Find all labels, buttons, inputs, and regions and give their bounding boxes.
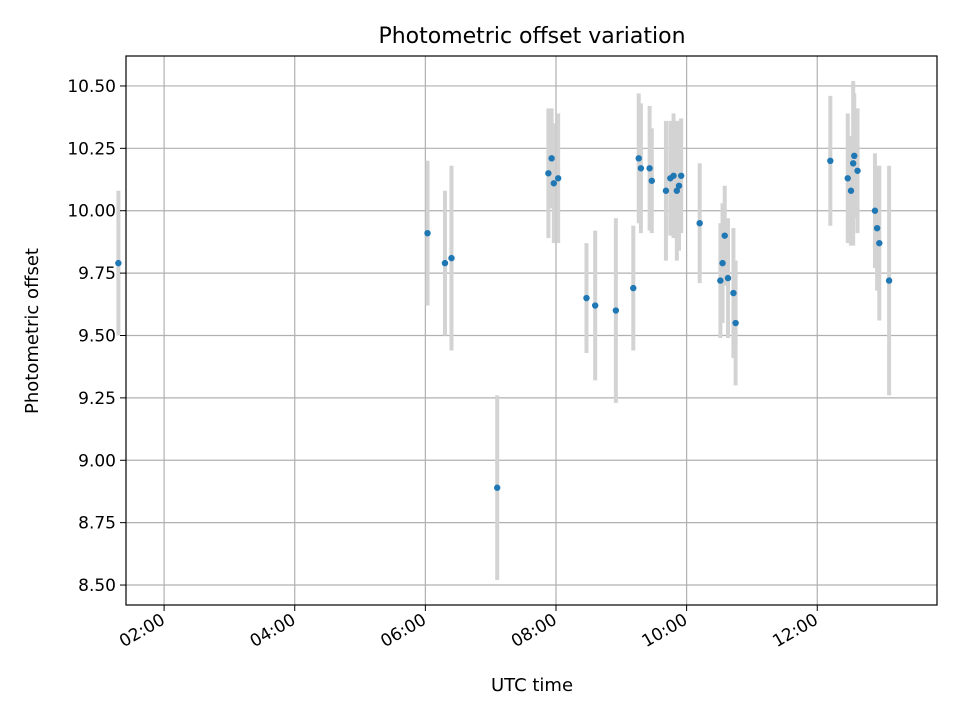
data-point: [637, 165, 645, 172]
data-point: [646, 165, 653, 172]
data-point: [873, 224, 881, 232]
y-tick-label: 10.00: [67, 202, 116, 222]
error-bars: [116, 80, 892, 581]
data-point: [885, 277, 893, 284]
data-point: [847, 187, 855, 194]
data-point: [849, 160, 857, 167]
data-point: [662, 187, 670, 194]
y-tick-label: 9.75: [78, 264, 116, 284]
data-point: [550, 180, 558, 187]
plot-frame: [125, 55, 938, 606]
data-point: [876, 239, 883, 247]
x-tick-label: 08:00: [508, 610, 560, 652]
data-point: [673, 187, 681, 194]
data-point: [545, 170, 552, 177]
data-point: [732, 319, 739, 327]
data-point: [441, 259, 449, 267]
data-point: [844, 175, 851, 182]
data-points: [115, 152, 893, 491]
x-tick-label: 10:00: [639, 610, 691, 652]
data-point: [677, 172, 685, 179]
data-point: [871, 207, 879, 214]
data-point: [724, 274, 732, 282]
x-axis-label: UTC time: [491, 675, 573, 696]
y-tick-label: 9.00: [78, 451, 116, 471]
data-point: [554, 175, 562, 182]
data-point: [635, 155, 642, 162]
data-point: [424, 229, 431, 237]
y-tick-label: 8.50: [78, 576, 116, 596]
y-tick-label: 8.75: [78, 514, 116, 534]
y-tick-label: 9.25: [78, 389, 116, 409]
data-point: [583, 294, 590, 302]
y-tick-label: 10.50: [67, 77, 116, 97]
x-tick-label: 06:00: [377, 610, 429, 652]
y-axis: 8.50 8.75 9.00 9.25 9.50 9.75 10.00 10.25 10.50: [67, 77, 126, 596]
data-point: [854, 167, 861, 174]
x-axis: 02:00 04:00 06:00 08:00 10:00 12:00: [116, 605, 822, 652]
data-point: [494, 484, 501, 491]
data-point: [675, 182, 683, 189]
data-point: [670, 172, 677, 179]
grid-lines: [126, 56, 937, 605]
data-point: [548, 155, 555, 162]
data-point: [648, 177, 655, 184]
x-tick-label: 02:00: [116, 610, 168, 652]
y-tick-label: 9.50: [78, 326, 116, 346]
data-point: [630, 284, 637, 292]
data-point: [827, 157, 834, 165]
data-point: [612, 307, 620, 314]
chart-title: Photometric offset variation: [378, 24, 685, 49]
x-tick-label: 04:00: [247, 610, 299, 652]
data-point: [730, 289, 737, 297]
data-point: [696, 219, 703, 227]
y-axis-label: Photometric offset: [22, 248, 43, 414]
data-point: [717, 277, 724, 284]
data-point: [719, 259, 726, 267]
y-tick-label: 10.25: [67, 139, 116, 159]
x-tick-label: 12:00: [769, 610, 821, 652]
data-point: [591, 302, 599, 309]
data-point: [721, 232, 728, 239]
data-point: [448, 254, 455, 262]
data-point: [851, 152, 858, 160]
data-point: [115, 259, 122, 267]
